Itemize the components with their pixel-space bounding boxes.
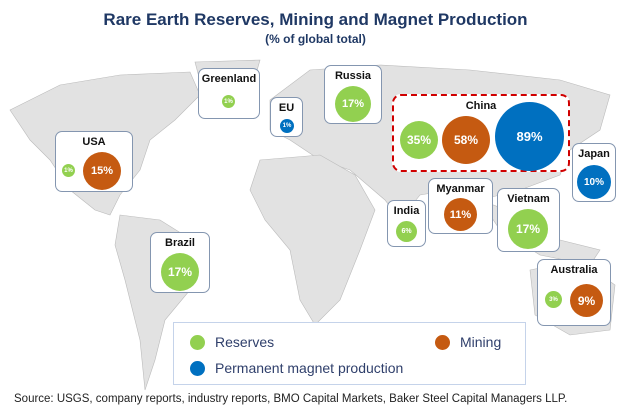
country-label: Australia bbox=[550, 264, 598, 276]
country-box-russia: Russia 17% bbox=[324, 65, 382, 124]
magnet-bubble: 89% bbox=[495, 102, 564, 171]
legend-item-mining: Mining bbox=[435, 334, 501, 350]
chart-subtitle: (% of global total) bbox=[265, 32, 366, 46]
legend-label: Mining bbox=[460, 334, 502, 350]
country-box-brazil: Brazil 17% bbox=[150, 232, 210, 293]
legend-swatch bbox=[190, 360, 205, 376]
country-label: EU bbox=[278, 102, 295, 114]
legend-item-reserves: Reserves bbox=[190, 334, 274, 350]
chart-title: Rare Earth Reserves, Mining and Magnet P… bbox=[103, 10, 528, 29]
country-box-australia: Australia 3% 9% bbox=[537, 259, 611, 326]
country-label: USA bbox=[82, 136, 106, 148]
country-box-japan: Japan 10% bbox=[572, 143, 616, 202]
reserves-bubble: 35% bbox=[400, 121, 438, 159]
country-box-eu: EU 1% bbox=[270, 97, 303, 137]
reserves-bubble: 1% bbox=[222, 95, 235, 108]
magnet-bubble: 10% bbox=[577, 165, 611, 199]
country-label: Japan bbox=[578, 148, 610, 160]
reserves-bubble: 17% bbox=[161, 253, 199, 291]
mining-bubble: 11% bbox=[444, 198, 477, 231]
legend-item-magnet: Permanent magnet production bbox=[190, 360, 403, 376]
country-box-myanmar: Myanmar 11% bbox=[428, 178, 493, 234]
reserves-bubble: 1% bbox=[62, 164, 75, 177]
country-label: Greenland bbox=[201, 73, 257, 85]
country-box-china: China 35% 58% 89% bbox=[392, 94, 570, 172]
country-label: Brazil bbox=[165, 237, 195, 249]
legend-label: Reserves bbox=[215, 334, 275, 350]
legend: Reserves Mining Permanent magnet product… bbox=[173, 322, 526, 385]
country-box-india: India 6% bbox=[387, 200, 426, 247]
mining-bubble: 15% bbox=[83, 152, 121, 190]
legend-swatch bbox=[435, 334, 450, 350]
reserves-bubble: 3% bbox=[545, 291, 562, 308]
country-box-usa: USA 1% 15% bbox=[55, 131, 133, 192]
reserves-bubble: 6% bbox=[396, 221, 417, 242]
country-label: India bbox=[393, 205, 420, 217]
country-box-greenland: Greenland 1% bbox=[198, 68, 260, 119]
country-label: China bbox=[465, 100, 497, 112]
country-label: Vietnam bbox=[507, 193, 550, 205]
legend-label: Permanent magnet production bbox=[215, 360, 404, 376]
country-label: Russia bbox=[334, 70, 372, 82]
magnet-bubble: 1% bbox=[280, 119, 294, 133]
reserves-bubble: 17% bbox=[508, 209, 548, 249]
legend-swatch bbox=[190, 334, 205, 350]
country-box-vietnam: Vietnam 17% bbox=[497, 188, 560, 252]
africa bbox=[249, 154, 376, 326]
reserves-bubble: 17% bbox=[335, 86, 371, 122]
mining-bubble: 58% bbox=[442, 116, 490, 164]
country-label: Myanmar bbox=[436, 183, 485, 195]
mining-bubble: 9% bbox=[570, 284, 603, 317]
source-note: Source: USGS, company reports, industry … bbox=[14, 393, 568, 405]
